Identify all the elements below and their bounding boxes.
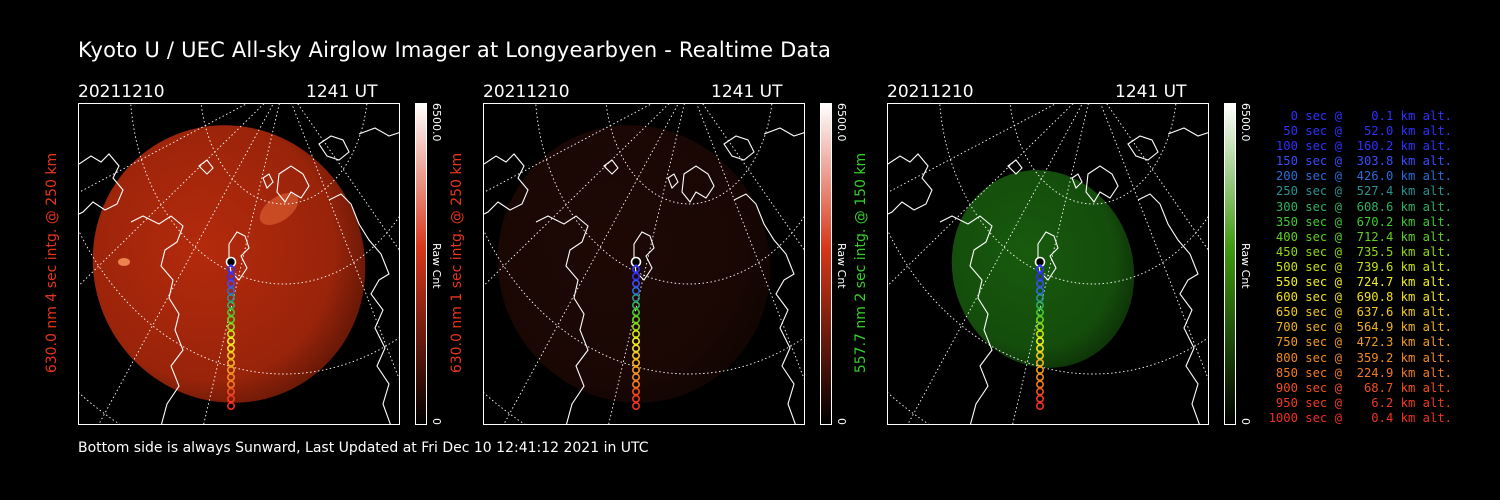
imager-panel-630nm-4sec: 20211210 1241 UT 630.0 nm 4 sec intg. @ … [44,80,478,430]
legend-row: 700 sec @ 564.9 km alt. [1268,320,1452,335]
legend-row: 400 sec @ 712.4 km alt. [1268,229,1452,244]
colorbar-max: 6500.0 [430,103,445,163]
legend-row: 750 sec @ 472.3 km alt. [1268,335,1452,350]
allsky-image-svg [888,104,1208,424]
legend-row: 300 sec @ 608.6 km alt. [1268,199,1452,214]
colorbar-min: 0 [1239,418,1254,430]
panel-time: 1241 UT [306,82,378,102]
legend-row: 200 sec @ 426.0 km alt. [1268,169,1452,184]
geo-grid [484,104,804,424]
colorbar-max: 6500.0 [835,103,850,163]
colorbar-max-text: 6500.0 [1239,103,1252,142]
allsky-image [483,103,805,425]
legend-row: 50 sec @ 52.0 km alt. [1268,124,1452,139]
colorbar-min: 0 [835,418,850,430]
panel-ylabel-text: 557.7 nm 2 sec intg. @ 150 km [853,152,869,374]
panel-ylabel-text: 630.0 nm 1 sec intg. @ 250 km [449,152,465,374]
colorbar-min: 0 [430,418,445,430]
colorbar [1224,103,1236,425]
panel-ylabel-text: 630.0 nm 4 sec intg. @ 250 km [44,152,60,374]
trajectory-track [630,256,642,410]
legend-row: 600 sec @ 690.8 km alt. [1268,290,1452,305]
legend-row: 850 sec @ 224.9 km alt. [1268,365,1452,380]
legend-row: 900 sec @ 68.7 km alt. [1268,380,1452,395]
legend-row: 250 sec @ 527.4 km alt. [1268,184,1452,199]
legend-row: 100 sec @ 160.2 km alt. [1268,139,1452,154]
colorbar-unit: Raw Cnt [1239,243,1254,303]
legend-row: 550 sec @ 724.7 km alt. [1268,275,1452,290]
colorbar-min-text: 0 [430,418,443,425]
imager-panel-630nm-1sec: 20211210 1241 UT 630.0 nm 1 sec intg. @ … [449,80,883,430]
legend-row: 350 sec @ 670.2 km alt. [1268,214,1452,229]
allsky-image-svg [484,104,804,424]
geo-grid [888,104,1208,424]
trajectory-point [227,401,236,410]
panel-date: 20211210 [887,82,974,102]
page-title: Kyoto U / UEC All-sky Airglow Imager at … [78,38,832,62]
legend-row: 800 sec @ 359.2 km alt. [1268,350,1452,365]
colorbar-unit-text: Raw Cnt [835,243,848,289]
panel-date: 20211210 [78,82,165,102]
legend-row: 0 sec @ 0.1 km alt. [1268,109,1452,123]
colorbar-unit: Raw Cnt [430,243,445,303]
colorbar-max-text: 6500.0 [430,103,443,142]
colorbar-max: 6500.0 [1239,103,1254,163]
aurora-spot [118,258,130,266]
allsky-image-svg [79,104,399,424]
colorbar-min-text: 0 [1239,418,1252,425]
legend-row: 650 sec @ 637.6 km alt. [1268,305,1452,320]
coastlines [79,127,399,424]
trajectory-legend: 0 sec @ 0.1 km alt. 50 sec @ 52.0 km alt… [1262,109,1452,426]
trajectory-point [1036,401,1045,410]
trajectory-point [632,401,641,410]
colorbar [415,103,427,425]
colorbar-unit-text: Raw Cnt [430,243,443,289]
trajectory-track [1034,256,1046,410]
panel-date: 20211210 [483,82,570,102]
geo-grid [79,104,399,424]
colorbar-max-text: 6500.0 [835,103,848,142]
aurora-glow [259,193,299,225]
imager-panel-557nm-2sec: 20211210 1241 UT 557.7 nm 2 sec intg. @ … [853,80,1287,430]
trajectory-track [225,256,237,410]
legend-row: 950 sec @ 6.2 km alt. [1268,395,1452,410]
footer-note: Bottom side is always Sunward, Last Upda… [78,440,649,456]
coastlines [888,127,1208,424]
colorbar-unit: Raw Cnt [835,243,850,303]
allsky-image [78,103,400,425]
legend-row: 150 sec @ 303.8 km alt. [1268,154,1452,169]
colorbar [820,103,832,425]
legend-row: 1000 sec @ 0.4 km alt. [1268,410,1452,425]
panel-time: 1241 UT [1115,82,1187,102]
panel-time: 1241 UT [711,82,783,102]
legend-row: 450 sec @ 735.5 km alt. [1268,244,1452,259]
allsky-image [887,103,1209,425]
colorbar-unit-text: Raw Cnt [1239,243,1252,289]
colorbar-min-text: 0 [835,418,848,425]
legend-row: 500 sec @ 739.6 km alt. [1268,259,1452,274]
